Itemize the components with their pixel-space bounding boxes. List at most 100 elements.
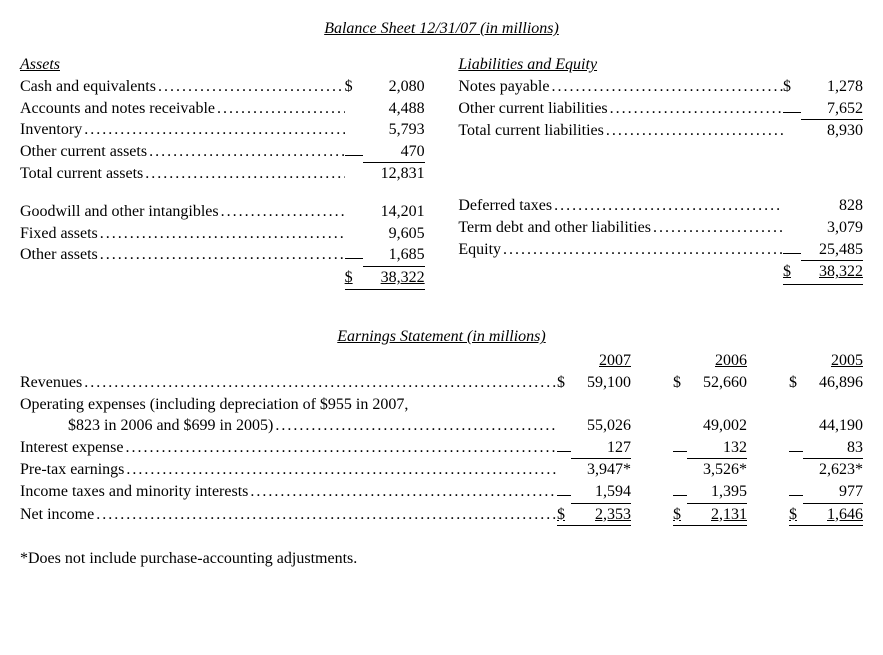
row-currency: $ <box>673 504 687 527</box>
row-value: 3,526* <box>687 459 747 481</box>
row-value: 44,190 <box>803 415 863 437</box>
row-value: 1,594 <box>571 481 631 504</box>
table-row: Net income$2,353$2,131$1,646 <box>20 504 863 527</box>
assets-total-val: 38,322 <box>363 267 425 289</box>
row-value: 83 <box>803 437 863 460</box>
row-label: Net income <box>20 504 557 526</box>
year-2006: 2006 <box>687 350 747 372</box>
row-label: Term debt and other liabilities <box>458 217 783 239</box>
table-row: Fixed assets9,605 <box>20 223 425 245</box>
liab-total-val: 38,322 <box>801 261 863 283</box>
row-label: Other current assets <box>20 141 345 163</box>
row-currency: $ <box>345 76 363 98</box>
row-value: 3,079 <box>801 217 863 239</box>
row-label: Total current assets <box>20 163 345 185</box>
row-value: 2,080 <box>363 76 425 98</box>
row-currency: $ <box>557 372 571 394</box>
row-currency <box>345 258 363 259</box>
row-value: 2,131 <box>687 504 747 527</box>
table-row: Other current assets 470 <box>20 141 425 164</box>
row-value: 127 <box>571 437 631 460</box>
table-row: Inventory 5,793 <box>20 119 425 141</box>
row-currency: $ <box>557 504 571 527</box>
assets-total-cur: $ <box>345 267 363 289</box>
row-currency <box>673 495 687 496</box>
row-label: Deferred taxes <box>458 195 783 217</box>
row-value: 8,930 <box>801 120 863 142</box>
row-value: 3,947* <box>571 459 631 481</box>
row-value: 2,353 <box>571 504 631 527</box>
row-label: Inventory <box>20 119 345 141</box>
table-row: Total current liabilities 8,930 <box>458 120 863 142</box>
assets-total-row: $ 38,322 <box>20 267 425 289</box>
liabilities-column: Liabilities and Equity Notes payable$1,2… <box>458 56 863 288</box>
table-row: Revenues$59,100$52,660$46,896 <box>20 372 863 394</box>
row-currency <box>345 155 363 156</box>
assets-heading: Assets <box>20 56 425 74</box>
row-value: 1,278 <box>801 76 863 98</box>
table-row: Term debt and other liabilities 3,079 <box>458 217 863 239</box>
table-row: $823 in 2006 and $699 in 2005)55,02649,0… <box>20 415 863 437</box>
earnings-table: 2007 2006 2005 Revenues$59,100$52,660$46… <box>20 350 863 526</box>
row-label: Other current liabilities <box>458 98 783 120</box>
earnings-footnote: *Does not include purchase-accounting ad… <box>20 550 863 568</box>
row-currency <box>557 451 571 452</box>
row-value: 132 <box>687 437 747 460</box>
row-value: 1,395 <box>687 481 747 504</box>
row-value: 25,485 <box>801 239 863 262</box>
table-row: Accounts and notes receivable 4,488 <box>20 98 425 120</box>
row-currency <box>789 495 803 496</box>
row-label: Cash and equivalents <box>20 76 345 98</box>
balance-sheet-title: Balance Sheet 12/31/07 (in millions) <box>20 20 863 38</box>
row-label: Income taxes and minority interests <box>20 481 557 503</box>
row-currency: $ <box>783 76 801 98</box>
row-label: Pre-tax earnings <box>20 459 557 481</box>
row-value: 4,488 <box>363 98 425 120</box>
table-row: Equity 25,485 <box>458 239 863 262</box>
table-row: Other assets1,685 <box>20 244 425 267</box>
liab-total-cur: $ <box>783 261 801 283</box>
balance-sheet-columns: Assets Cash and equivalents$2,080Account… <box>20 56 863 288</box>
table-row: Goodwill and other intangibles 14,201 <box>20 201 425 223</box>
row-value: 7,652 <box>801 98 863 121</box>
row-label: Interest expense <box>20 437 557 459</box>
table-row: Pre-tax earnings 3,947* 3,526* 2,623* <box>20 459 863 481</box>
row-label: Accounts and notes receivable <box>20 98 345 120</box>
table-row: Notes payable$1,278 <box>458 76 863 98</box>
row-currency <box>783 112 801 113</box>
table-row: Cash and equivalents$2,080 <box>20 76 425 98</box>
row-currency <box>783 253 801 254</box>
row-value: 5,793 <box>363 119 425 141</box>
row-currency: $ <box>789 372 803 394</box>
row-value: 470 <box>363 141 425 164</box>
row-label: Equity <box>458 239 783 261</box>
row-label: Revenues <box>20 372 557 394</box>
table-row: Operating expenses (including depreciati… <box>20 394 863 416</box>
row-currency <box>789 451 803 452</box>
row-label: Operating expenses (including depreciati… <box>20 394 863 416</box>
row-value: 1,685 <box>363 244 425 267</box>
table-row: Income taxes and minority interests 1,594… <box>20 481 863 504</box>
row-value: 55,026 <box>571 415 631 437</box>
liabilities-heading: Liabilities and Equity <box>458 56 863 74</box>
row-currency: $ <box>673 372 687 394</box>
row-value: 49,002 <box>687 415 747 437</box>
assets-column: Assets Cash and equivalents$2,080Account… <box>20 56 425 288</box>
row-value: 14,201 <box>363 201 425 223</box>
row-label: Goodwill and other intangibles <box>20 201 345 223</box>
row-label: Total current liabilities <box>458 120 783 142</box>
row-currency <box>673 451 687 452</box>
table-row: Total current assets 12,831 <box>20 163 425 185</box>
row-value: 2,623* <box>803 459 863 481</box>
earnings-title: Earnings Statement (in millions) <box>20 328 863 346</box>
row-currency <box>557 495 571 496</box>
year-2005: 2005 <box>803 350 863 372</box>
year-2007: 2007 <box>571 350 631 372</box>
liab-total-row: $ 38,322 <box>458 261 863 283</box>
row-value: 1,646 <box>803 504 863 527</box>
row-value: 46,896 <box>803 372 863 394</box>
row-currency: $ <box>789 504 803 527</box>
row-value: 828 <box>801 195 863 217</box>
row-value: 52,660 <box>687 372 747 394</box>
row-value: 12,831 <box>363 163 425 185</box>
